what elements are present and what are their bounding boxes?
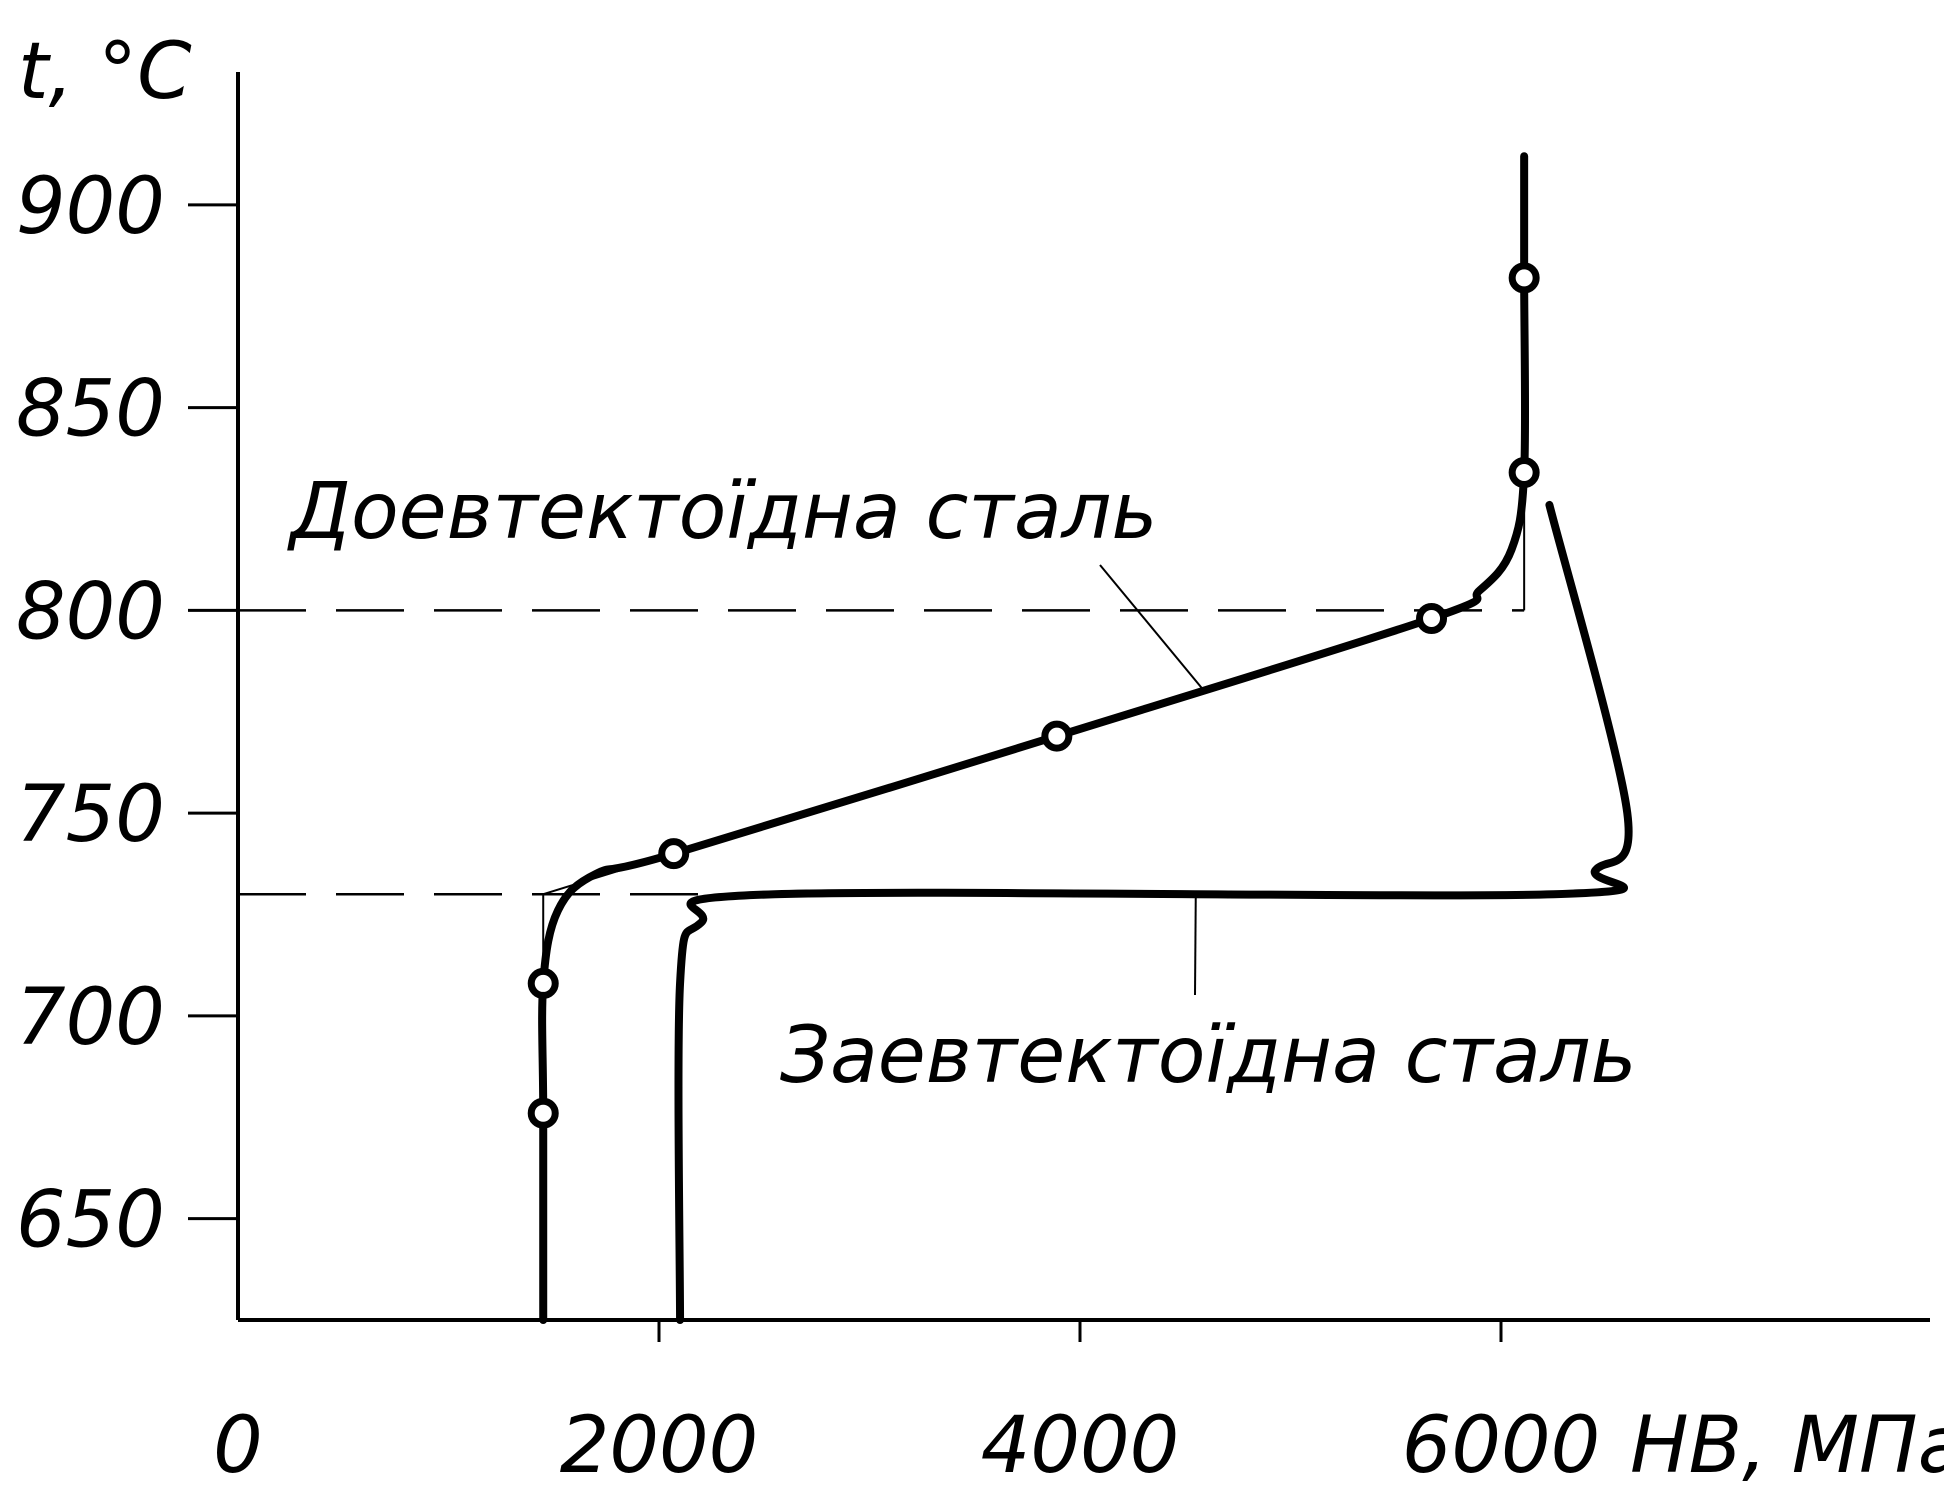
y-tick-label: 700 xyxy=(16,973,165,1063)
data-point-marker xyxy=(1041,720,1073,752)
y-tick-label: 800 xyxy=(16,567,165,657)
y-tick-label: 850 xyxy=(16,365,165,455)
y-tick-label: 650 xyxy=(16,1176,165,1266)
data-point-marker xyxy=(527,1097,559,1129)
data-point-marker xyxy=(1416,602,1448,634)
markers xyxy=(527,262,1540,1129)
y-ticks: 650 700 750 800 850 900 xyxy=(16,162,238,1266)
y-tick-label: 900 xyxy=(16,162,165,252)
series xyxy=(538,152,1633,1324)
series-line-hypoeutectoid xyxy=(538,152,1530,1324)
x-tick-label: 2000 xyxy=(560,1401,759,1490)
axes: 0 2000 4000 6000 650 700 750 800 850 900 xyxy=(16,72,1930,1491)
series-line-hypereutectoid xyxy=(674,500,1633,1324)
x-tick-label: 4000 xyxy=(981,1401,1180,1490)
x-ticks: 0 2000 4000 6000 xyxy=(213,1320,1601,1491)
data-point-marker xyxy=(1508,457,1540,489)
x-tick-label: 6000 xyxy=(1402,1401,1601,1490)
leader-lines xyxy=(1099,564,1208,996)
data-point-marker xyxy=(527,967,559,999)
data-point-marker xyxy=(658,838,690,870)
x-axis-title: HB, МПа xyxy=(1630,1401,1944,1490)
y-axis-title: t, °C xyxy=(18,27,192,117)
series-label-hypereutectoid: Заевтектоїдна сталь xyxy=(780,1011,1637,1101)
leader-line-hypoeutectoid xyxy=(1099,564,1208,695)
series-label-hypoeutectoid: Доевтектоїдна сталь xyxy=(287,467,1157,557)
y-tick-label: 750 xyxy=(16,770,165,860)
data-point-marker xyxy=(1508,262,1540,294)
leader-line-hypereutectoid xyxy=(1194,894,1197,996)
x-tick-label: 0 xyxy=(213,1401,263,1490)
